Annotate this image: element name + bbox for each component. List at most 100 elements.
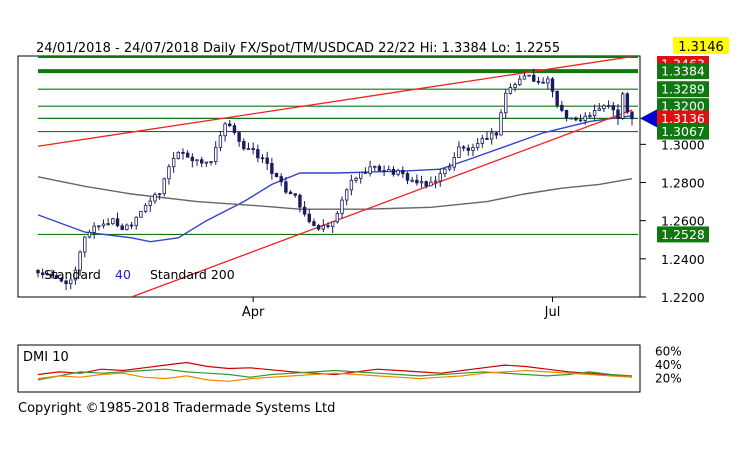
level-label-text: 1.3289 <box>661 82 705 97</box>
main-plot-frame <box>17 55 641 298</box>
candle-body <box>611 105 615 111</box>
candle-body <box>569 117 573 120</box>
level-label-box <box>657 110 709 127</box>
y-tick-label: 1.2200 <box>661 290 705 305</box>
candle-body <box>73 269 78 281</box>
candle-body <box>410 179 414 182</box>
candle-body <box>415 179 419 184</box>
dmi-y-tick-label: 40% <box>655 358 682 372</box>
candle-body <box>302 206 307 215</box>
candle-body <box>237 132 241 142</box>
candle-body <box>204 161 209 164</box>
candle-body <box>232 125 237 134</box>
dmi-y-tick-label: 60% <box>655 345 682 359</box>
candle-body <box>447 166 452 170</box>
candle-body <box>148 200 152 206</box>
candle-body <box>298 194 302 208</box>
candle-body <box>167 166 171 180</box>
candle-body <box>195 159 199 162</box>
candle-body <box>288 191 293 195</box>
candle-body <box>616 109 620 119</box>
candle-body <box>330 221 335 227</box>
candle-body <box>391 169 396 175</box>
candle-body <box>466 147 470 151</box>
level-label-text: 1.3136 <box>661 111 705 126</box>
candle-body <box>555 90 559 106</box>
current-price-pointer <box>640 109 657 128</box>
candle-body <box>602 105 606 110</box>
candle-body <box>546 78 550 84</box>
candle-body <box>316 225 321 230</box>
candle-body <box>284 181 288 193</box>
candle-body <box>176 151 181 159</box>
level-label-box <box>657 63 709 80</box>
candle-body <box>50 273 54 276</box>
candle-body <box>223 123 227 137</box>
candle-body <box>125 224 129 230</box>
candle-body <box>256 149 260 159</box>
moving-average-line <box>37 115 633 243</box>
candle-body <box>527 74 531 77</box>
y-tick-label: 1.2800 <box>661 176 705 191</box>
candle-body <box>583 115 587 121</box>
candle-body <box>606 105 611 108</box>
candle-body <box>377 165 382 171</box>
dmi-series-line <box>37 369 633 382</box>
candle-body <box>368 166 372 174</box>
candle-body <box>513 84 517 88</box>
candle-body <box>443 168 447 175</box>
candle-body <box>340 199 344 214</box>
candle-body <box>246 148 251 150</box>
candle-body <box>209 161 213 163</box>
candle-body <box>518 78 522 85</box>
candle-body <box>405 173 410 181</box>
candle-body <box>471 147 475 151</box>
candle-body <box>382 170 386 173</box>
dmi-series-line <box>37 368 633 381</box>
candle-body <box>363 171 368 174</box>
candle-body <box>139 210 143 218</box>
level-label-box <box>657 81 709 98</box>
candle-body <box>536 80 541 83</box>
x-tick-label: Apr <box>242 305 265 320</box>
x-tick-label: Jul <box>544 305 561 320</box>
candle-body <box>592 110 597 116</box>
dmi-series-line <box>37 361 633 378</box>
dmi-title: DMI 10 <box>23 350 69 365</box>
trendline <box>37 56 633 147</box>
level-label-text: 1.2528 <box>661 227 705 242</box>
legend-ma200-label: Standard 200 <box>150 267 235 282</box>
candle-body <box>162 178 166 195</box>
candle-body <box>115 218 120 227</box>
candle-body <box>92 225 96 233</box>
candle-body <box>494 132 499 136</box>
level-label-box <box>657 98 709 115</box>
candle-body <box>564 110 569 119</box>
candle-body <box>373 165 377 168</box>
candle-body <box>181 151 185 154</box>
candle-body <box>157 193 162 196</box>
candle-body <box>344 189 349 201</box>
candle-body <box>508 87 513 94</box>
candle-body <box>270 163 274 174</box>
candle-body <box>578 119 583 122</box>
candle-body <box>242 140 246 150</box>
candle-body <box>349 179 354 191</box>
candle-body <box>36 269 40 274</box>
candle-body <box>171 158 176 168</box>
candle-body <box>541 81 545 84</box>
y-tick-label: 1.2400 <box>661 252 705 267</box>
candle-body <box>401 169 405 174</box>
legend-ma40-value: 40 <box>115 267 131 282</box>
candle-body <box>134 216 138 226</box>
candle-body <box>214 146 218 162</box>
copyright-text: Copyright ©1985-2018 Tradermade Systems … <box>18 401 336 416</box>
candle-body <box>83 236 87 253</box>
candle-body <box>111 218 115 225</box>
candle-body <box>78 251 82 271</box>
candle-body <box>499 112 503 136</box>
candle-body <box>129 224 134 227</box>
candle-body <box>387 169 391 173</box>
last-price-box <box>673 37 729 54</box>
